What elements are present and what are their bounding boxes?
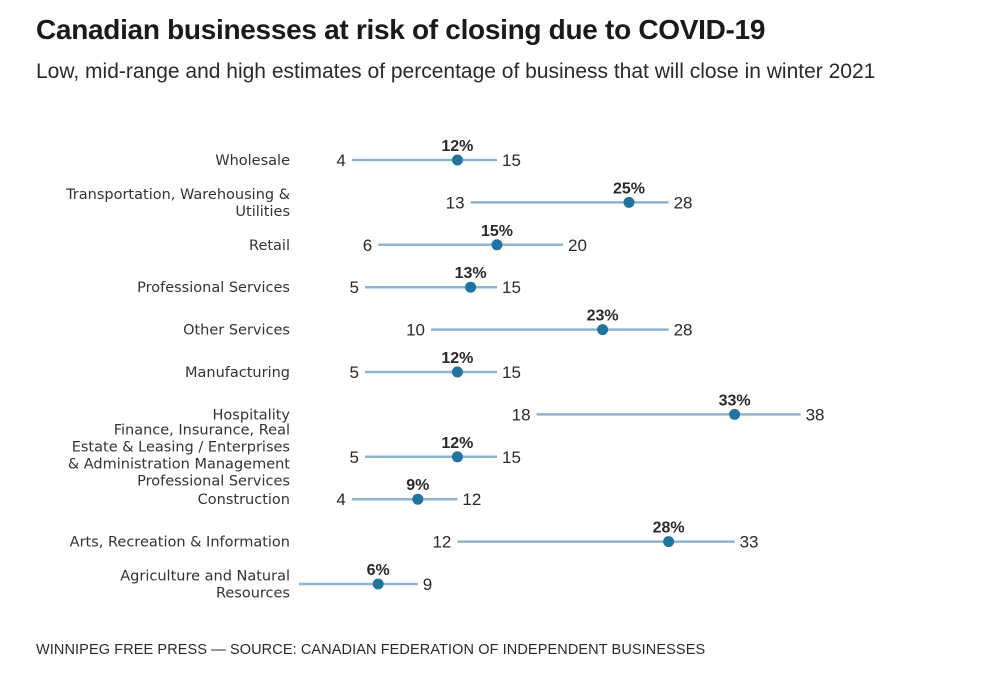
category-label: Estate & Leasing / Enterprises	[72, 439, 290, 455]
mid-estimate-dot	[597, 324, 609, 336]
category-label: Agriculture and Natural	[120, 569, 290, 585]
high-value-label: 20	[568, 236, 587, 255]
mid-estimate-dot	[491, 239, 503, 251]
chart-row: Other Services 10 28 23%	[183, 308, 692, 340]
category-label: Other Services	[183, 323, 290, 339]
high-value-label: 28	[674, 321, 693, 340]
mid-estimate-dot	[451, 366, 463, 378]
category-label: Professional Services	[137, 473, 290, 489]
mid-value-label: 25%	[613, 180, 645, 197]
low-value-label: 12	[432, 533, 451, 552]
mid-estimate-dot	[451, 451, 463, 463]
mid-estimate-dot	[451, 154, 463, 166]
high-value-label: 15	[502, 448, 521, 467]
high-value-label: 38	[806, 405, 825, 424]
mid-value-label: 9%	[406, 477, 429, 494]
chart-row: Arts, Recreation & Information 12 33 28%	[70, 520, 759, 552]
low-value-label: 18	[512, 405, 531, 424]
category-label: Professional Services	[137, 280, 290, 296]
mid-value-label: 33%	[719, 392, 751, 409]
mid-estimate-dot	[663, 536, 675, 548]
chart-row: Wholesale 4 15 12%	[215, 138, 521, 170]
category-label: Retail	[249, 238, 290, 254]
high-value-label: 15	[502, 363, 521, 382]
chart-row: Construction 4 12 9%	[198, 477, 482, 509]
category-label: Resources	[216, 586, 290, 602]
mid-value-label: 6%	[367, 562, 390, 579]
category-label: Transportation, Warehousing &	[65, 187, 290, 203]
low-value-label: 4	[336, 490, 345, 509]
mid-estimate-dot	[623, 196, 635, 208]
mid-estimate-dot	[372, 578, 384, 590]
high-value-label: 12	[462, 490, 481, 509]
mid-value-label: 28%	[653, 520, 685, 537]
high-value-label: 9	[423, 575, 432, 594]
category-label: & Administration Management	[68, 456, 290, 472]
mid-value-label: 12%	[441, 350, 473, 367]
category-label: Wholesale	[215, 153, 290, 169]
category-label: Manufacturing	[185, 365, 290, 381]
chart-subtitle: Low, mid-range and high estimates of per…	[36, 60, 876, 83]
mid-estimate-dot	[412, 493, 424, 505]
chart-row: Professional Services 5 15 13%	[137, 265, 521, 297]
low-value-label: 5	[350, 278, 359, 297]
chart-title: Canadian businesses at risk of closing d…	[36, 14, 766, 45]
low-value-label: 13	[446, 193, 465, 212]
chart-row: Manufacturing 5 15 12%	[185, 350, 521, 382]
chart-row: Retail 6 20 15%	[249, 223, 587, 255]
mid-value-label: 12%	[441, 435, 473, 452]
chart-row: Hospitality 18 38 33%	[213, 392, 825, 424]
low-value-label: 6	[363, 236, 372, 255]
category-label: Arts, Recreation & Information	[70, 535, 290, 551]
category-label: Utilities	[235, 204, 290, 220]
high-value-label: 15	[502, 151, 521, 170]
source-credit: WINNIPEG FREE PRESS — SOURCE: CANADIAN F…	[36, 642, 706, 658]
low-value-label: 10	[406, 321, 425, 340]
category-label: Hospitality	[213, 407, 291, 423]
low-value-label: 4	[336, 151, 345, 170]
high-value-label: 28	[674, 193, 693, 212]
mid-value-label: 23%	[587, 308, 619, 325]
category-label: Construction	[198, 492, 290, 508]
category-label: Finance, Insurance, Real	[114, 422, 290, 438]
mid-estimate-dot	[465, 281, 477, 293]
high-value-label: 15	[502, 278, 521, 297]
mid-value-label: 15%	[481, 223, 513, 240]
chart-row: Transportation, Warehousing &Utilities 13…	[65, 180, 692, 220]
mid-value-label: 13%	[455, 265, 487, 282]
high-value-label: 33	[740, 533, 759, 552]
mid-value-label: 12%	[441, 138, 473, 155]
mid-estimate-dot	[729, 408, 741, 420]
low-value-label: 5	[350, 448, 359, 467]
low-value-label: 5	[350, 363, 359, 382]
